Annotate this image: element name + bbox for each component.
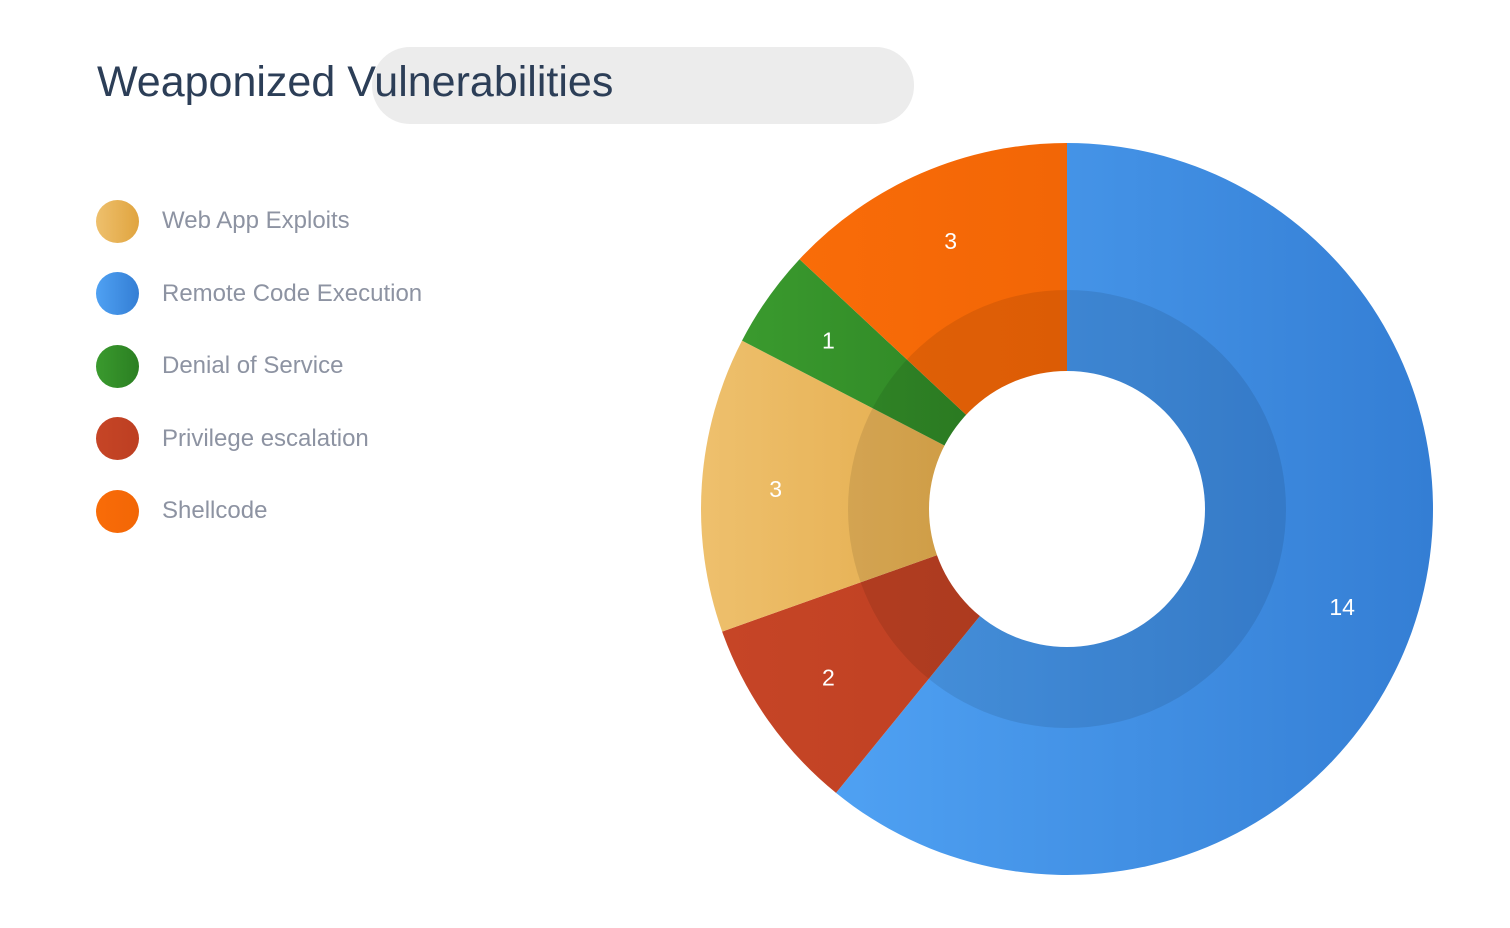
data-label-privilege-escalation: 2 (822, 664, 835, 690)
legend-item-privilege-escalation: Privilege escalation (96, 417, 422, 461)
legend-label-web-app-exploits: Web App Exploits (162, 207, 350, 234)
legend-label-remote-code-execution: Remote Code Execution (162, 279, 423, 307)
donut-slice-web-app-exploits (700, 340, 1067, 632)
chart-title: Weaponized Vulnerabilities (97, 58, 614, 106)
data-label-remote-code-execution: 14 (1329, 594, 1355, 620)
legend-swatch-privilege-escalation (96, 417, 139, 460)
legend-swatch-remote-code-execution (96, 272, 139, 315)
title-highlight-pill (372, 47, 914, 124)
legend-item-web-app-exploits: Web App Exploits (96, 199, 422, 243)
data-label-denial-of-service: 1 (822, 328, 835, 354)
legend: Web App Exploits Remote Code Execution D… (96, 199, 422, 562)
legend-label-shellcode: Shellcode (162, 497, 268, 524)
legend-swatch-shellcode (96, 489, 139, 533)
legend-swatch-web-app-exploits (96, 199, 139, 243)
legend-label-privilege-escalation: Privilege escalation (162, 424, 369, 452)
legend-item-remote-code-execution: Remote Code Execution (96, 272, 422, 316)
legend-item-denial-of-service: Denial of Service (96, 344, 422, 388)
legend-label-denial-of-service: Denial of Service (162, 352, 344, 379)
donut-hole (929, 371, 1205, 647)
data-label-shellcode: 3 (944, 228, 957, 254)
legend-swatch-denial-of-service (96, 344, 139, 388)
legend-item-shellcode: Shellcode (96, 489, 422, 533)
data-label-web-app-exploits: 3 (769, 476, 782, 502)
